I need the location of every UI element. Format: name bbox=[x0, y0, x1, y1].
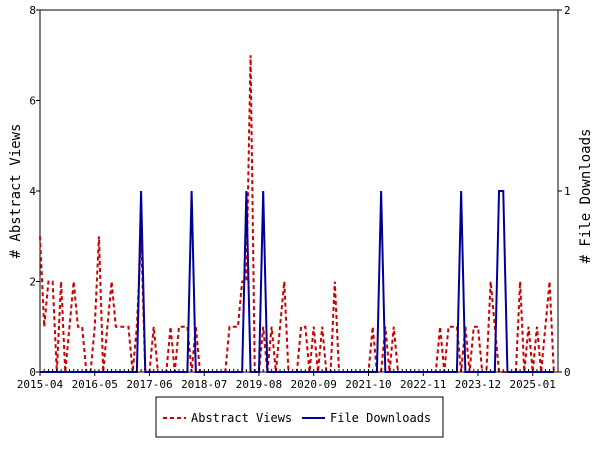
x-tick-label: 2023-12 bbox=[455, 378, 501, 391]
y2-tick-label: 1 bbox=[564, 185, 571, 198]
x-tick-label: 2021-10 bbox=[345, 378, 391, 391]
x-tick-label: 2022-11 bbox=[400, 378, 446, 391]
tick-layer: 2015-04 2016-05 2017-06 2018-07 2019-08 2020-… bbox=[17, 4, 571, 391]
x-tick-label: 2019-08 bbox=[236, 378, 282, 391]
x-tick-label: 2017-06 bbox=[126, 378, 172, 391]
plot-area bbox=[39, 9, 559, 373]
y-tick-label: 0 bbox=[29, 366, 36, 379]
y-tick-label: 4 bbox=[29, 185, 36, 198]
x-tick-label: 2025-01 bbox=[510, 378, 556, 391]
y-tick-label: 2 bbox=[29, 276, 36, 289]
legend-box bbox=[155, 396, 444, 438]
x-tick-label: 2016-05 bbox=[72, 378, 118, 391]
y2-axis-title: # File Downloads bbox=[578, 129, 594, 264]
y2-tick-label: 0 bbox=[564, 366, 571, 379]
y2-tick-label: 2 bbox=[564, 4, 571, 17]
x-tick-label: 2015-04 bbox=[17, 378, 64, 391]
x-tick-label: 2018-07 bbox=[181, 378, 227, 391]
legend-label-abstract-views: Abstract Views bbox=[191, 411, 292, 425]
y-axis-title: # Abstract Views bbox=[8, 124, 24, 259]
legend: Abstract Views File Downloads bbox=[155, 396, 444, 438]
y-tick-label: 8 bbox=[29, 4, 36, 17]
y-tick-label: 6 bbox=[29, 95, 36, 108]
x-tick-label: 2020-09 bbox=[291, 378, 337, 391]
legend-label-file-downloads: File Downloads bbox=[330, 411, 431, 425]
